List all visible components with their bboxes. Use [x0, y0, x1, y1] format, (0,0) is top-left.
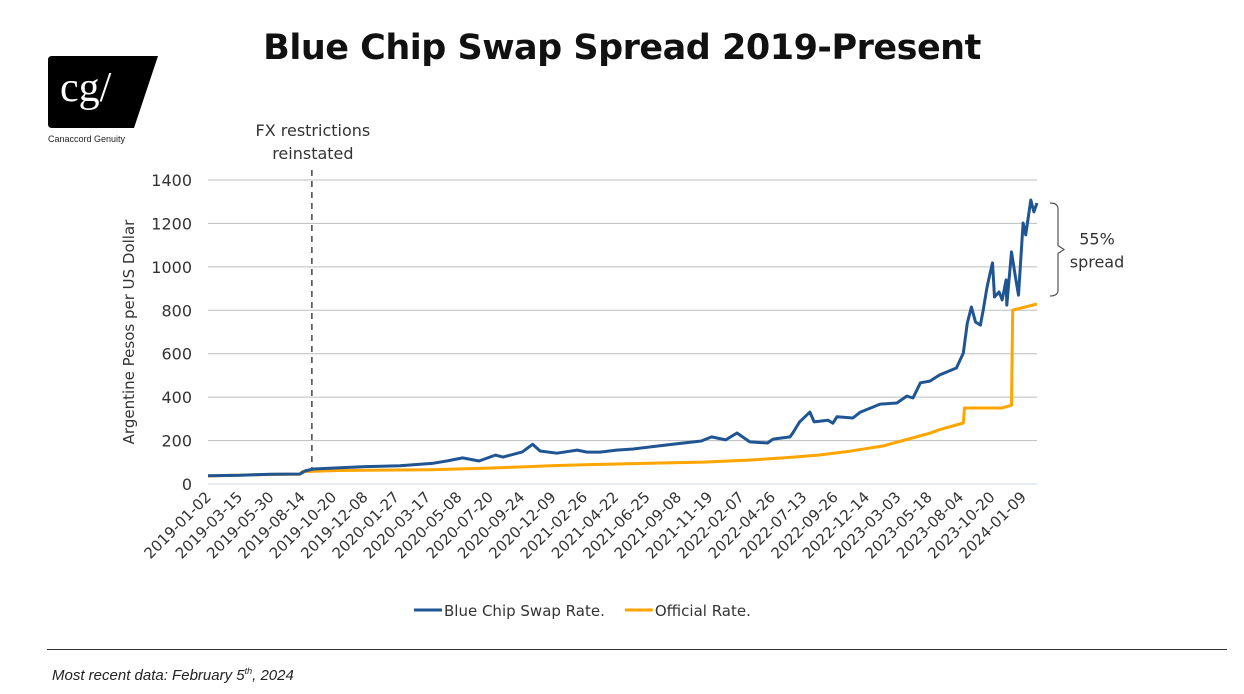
spread-bracket — [1049, 202, 1066, 297]
legend-label: Blue Chip Swap Rate. — [444, 602, 605, 620]
y-tick-label: 800 — [161, 301, 192, 320]
footnote-sup: th — [244, 666, 253, 676]
y-tick-label: 600 — [161, 345, 192, 364]
cg-logo-icon: cg/ — [48, 56, 158, 128]
y-tick-label: 0 — [182, 475, 192, 494]
company-logo: cg/ Canaccord Genuity — [48, 56, 160, 144]
logo-company-name: Canaccord Genuity — [48, 134, 126, 144]
y-tick-label: 400 — [161, 388, 192, 407]
y-tick-label: 1000 — [151, 258, 192, 277]
footer-divider — [47, 649, 1227, 650]
spread-label: 55% — [1079, 230, 1115, 249]
y-tick-label: 1200 — [151, 214, 192, 233]
footnote-text: Most recent data: February 5 — [52, 667, 245, 684]
footnote-end: , 2024 — [252, 667, 294, 684]
fx-restrictions-label: reinstated — [272, 144, 353, 163]
spread-label: spread — [1070, 253, 1125, 272]
y-tick-label: 1400 — [151, 171, 192, 190]
legend-label: Official Rate. — [655, 602, 751, 620]
logo-mark: cg/ — [60, 65, 112, 111]
series-line-official-rate — [207, 302, 1038, 478]
footnote: Most recent data: February 5th, 2024 — [52, 666, 294, 684]
series-line-blue-chip-swap-rate — [207, 198, 1039, 478]
y-tick-label: 200 — [161, 432, 192, 451]
fx-restrictions-label: FX restrictions — [256, 121, 371, 140]
y-axis-label: Argentine Pesos per US Dollar — [120, 219, 138, 444]
page-title: Blue Chip Swap Spread 2019-Present — [263, 28, 981, 68]
